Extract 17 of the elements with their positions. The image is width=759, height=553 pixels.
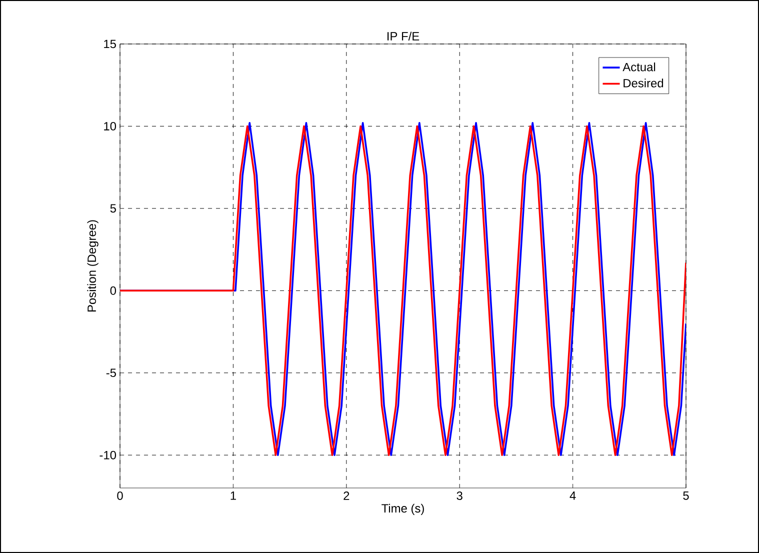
y-tick-label: 5 xyxy=(110,204,116,213)
y-tick-label: 10 xyxy=(104,122,116,130)
x-tick-label: 5 xyxy=(683,492,689,500)
x-tick-label: 2 xyxy=(344,492,350,500)
x-tick-label: 1 xyxy=(230,492,236,500)
y-axis-title: Position (Degree) xyxy=(87,220,98,312)
x-tick-label: 0 xyxy=(117,492,123,500)
x-tick-label: 4 xyxy=(570,492,576,500)
x-axis-title: Time (s) xyxy=(382,504,424,515)
y-tick-label: 15 xyxy=(104,40,116,48)
x-tick-label: 3 xyxy=(456,492,462,500)
legend-label: Actual xyxy=(622,62,656,72)
y-tick-label: -5 xyxy=(106,368,116,378)
chart-title: IP F/E xyxy=(388,32,420,40)
y-tick-label: -10 xyxy=(100,450,116,460)
y-tick-label: 0 xyxy=(110,286,116,295)
legend-label: Desired xyxy=(624,78,664,88)
